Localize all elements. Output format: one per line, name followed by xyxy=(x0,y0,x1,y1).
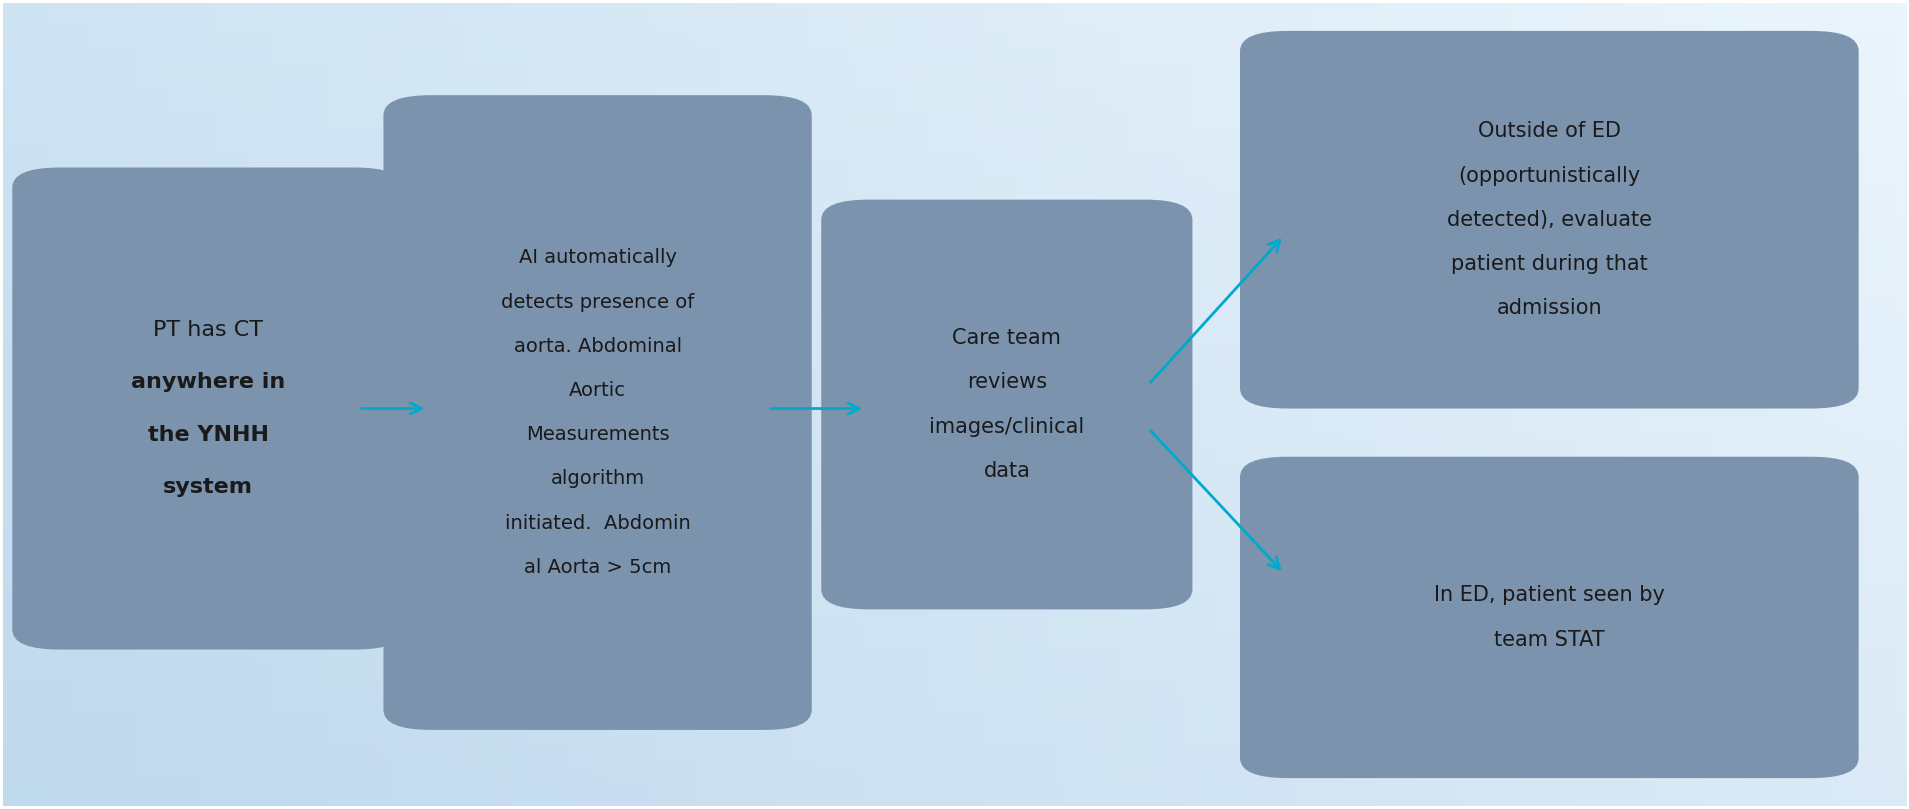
Text: initiated.  Abdomin: initiated. Abdomin xyxy=(504,514,691,532)
Text: Measurements: Measurements xyxy=(525,425,670,444)
Text: algorithm: algorithm xyxy=(550,469,645,489)
FancyBboxPatch shape xyxy=(11,167,403,650)
Text: team STAT: team STAT xyxy=(1495,629,1605,650)
Text: images/clinical: images/clinical xyxy=(930,417,1084,437)
Text: anywhere in: anywhere in xyxy=(132,372,286,392)
Text: system: system xyxy=(164,477,254,497)
Text: reviews: reviews xyxy=(966,372,1046,392)
Text: admission: admission xyxy=(1497,298,1602,318)
Text: (opportunistically: (opportunistically xyxy=(1458,166,1640,185)
Text: AI automatically: AI automatically xyxy=(519,248,676,267)
Text: al Aorta > 5cm: al Aorta > 5cm xyxy=(523,557,672,577)
FancyBboxPatch shape xyxy=(1241,457,1859,778)
Text: Aortic: Aortic xyxy=(569,381,626,400)
Text: PT has CT: PT has CT xyxy=(153,320,263,340)
Text: Care team: Care team xyxy=(953,328,1061,348)
Text: detects presence of: detects presence of xyxy=(500,293,695,311)
Text: data: data xyxy=(983,461,1031,481)
FancyBboxPatch shape xyxy=(384,95,811,730)
FancyBboxPatch shape xyxy=(1241,31,1859,409)
Text: Outside of ED: Outside of ED xyxy=(1478,121,1621,142)
FancyBboxPatch shape xyxy=(821,200,1193,609)
Text: aorta. Abdominal: aorta. Abdominal xyxy=(514,337,682,356)
Text: In ED, patient seen by: In ED, patient seen by xyxy=(1434,586,1665,605)
Text: the YNHH: the YNHH xyxy=(147,425,269,445)
Text: detected), evaluate: detected), evaluate xyxy=(1447,210,1651,230)
Text: patient during that: patient during that xyxy=(1451,254,1647,274)
